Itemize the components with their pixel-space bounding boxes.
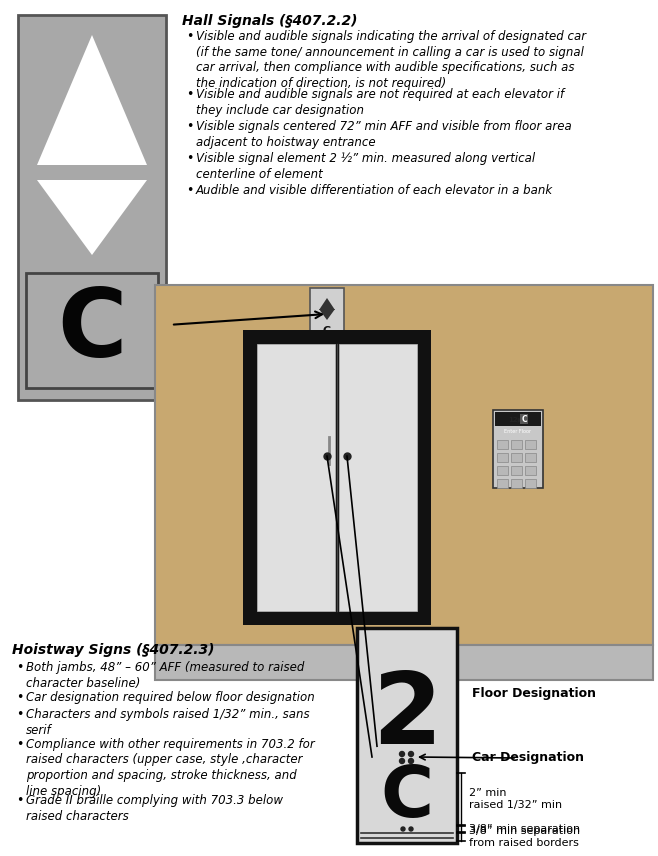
Text: Visible signal element 2 ½” min. measured along vertical
centerline of element: Visible signal element 2 ½” min. measure… — [196, 152, 535, 181]
Circle shape — [409, 752, 413, 757]
Bar — [511, 440, 522, 449]
Text: Audible and visible differentiation of each elevator in a bank: Audible and visible differentiation of e… — [196, 184, 553, 197]
Bar — [511, 466, 522, 475]
Text: 3/8” min separation
from raised borders: 3/8” min separation from raised borders — [469, 826, 580, 848]
Text: •: • — [16, 794, 24, 807]
Text: Car designation required below floor designation: Car designation required below floor des… — [26, 691, 315, 704]
Text: •: • — [186, 152, 193, 165]
Text: •: • — [186, 30, 193, 43]
Text: Characters and symbols raised 1/32” min., sans
serif: Characters and symbols raised 1/32” min.… — [26, 708, 310, 736]
Bar — [497, 453, 508, 462]
Text: •: • — [186, 120, 193, 133]
Circle shape — [409, 827, 413, 831]
Text: •: • — [16, 661, 24, 674]
Text: •: • — [16, 691, 24, 704]
Bar — [511, 479, 522, 488]
Text: 3/8” min separation: 3/8” min separation — [469, 824, 580, 834]
Text: Both jambs, 48” – 60” AFF (measured to raised
character baseline): Both jambs, 48” – 60” AFF (measured to r… — [26, 661, 305, 689]
Text: Hall Signals (§407.2.2): Hall Signals (§407.2.2) — [182, 14, 357, 28]
Bar — [357, 628, 457, 843]
Polygon shape — [37, 180, 147, 255]
Bar — [525, 440, 536, 449]
Circle shape — [399, 758, 405, 764]
Text: Enter Floor: Enter Floor — [505, 429, 532, 433]
Bar — [339, 344, 417, 611]
Bar — [257, 344, 335, 611]
Bar — [497, 440, 508, 449]
Bar — [155, 645, 653, 680]
Text: Hoistway Signs (§407.2.3): Hoistway Signs (§407.2.3) — [12, 643, 215, 657]
Bar — [497, 479, 508, 488]
Text: Visible signals centered 72” min AFF and visible from floor area
adjacent to hoi: Visible signals centered 72” min AFF and… — [196, 120, 572, 148]
Polygon shape — [37, 35, 147, 165]
Text: Floor Designation: Floor Designation — [472, 687, 596, 699]
Text: 2” min
raised 1/32” min: 2” min raised 1/32” min — [469, 788, 562, 810]
Bar — [18, 15, 166, 400]
Text: C: C — [57, 284, 127, 377]
Text: Visible and audible signals indicating the arrival of designated car
(if the sam: Visible and audible signals indicating t… — [196, 30, 586, 90]
Text: Visible and audible signals are not required at each elevator if
they include ca: Visible and audible signals are not requ… — [196, 88, 564, 116]
Bar — [243, 330, 431, 625]
Text: C: C — [323, 326, 331, 336]
Bar — [525, 466, 536, 475]
Text: Compliance with other requirements in 703.2 for
raised characters (upper case, s: Compliance with other requirements in 70… — [26, 738, 315, 798]
Bar — [310, 288, 344, 340]
Circle shape — [401, 827, 405, 831]
Circle shape — [399, 752, 405, 757]
Text: C: C — [521, 414, 527, 424]
Text: 12▶: 12▶ — [508, 416, 523, 422]
Text: •: • — [16, 708, 24, 721]
Text: •: • — [16, 738, 24, 751]
Polygon shape — [319, 309, 335, 320]
Text: Car Designation: Car Designation — [472, 752, 584, 764]
Bar — [495, 412, 541, 426]
Circle shape — [409, 758, 413, 764]
Bar — [493, 410, 543, 488]
Bar — [525, 479, 536, 488]
Text: 2: 2 — [372, 668, 442, 764]
Bar — [525, 453, 536, 462]
Text: •: • — [186, 88, 193, 101]
Polygon shape — [319, 298, 335, 310]
Text: •: • — [186, 184, 193, 197]
Bar — [511, 453, 522, 462]
Text: Grade II braille complying with 703.3 below
raised characters: Grade II braille complying with 703.3 be… — [26, 794, 283, 823]
Bar — [26, 273, 158, 388]
Bar — [497, 466, 508, 475]
Bar — [155, 285, 653, 645]
Text: C: C — [380, 764, 434, 833]
